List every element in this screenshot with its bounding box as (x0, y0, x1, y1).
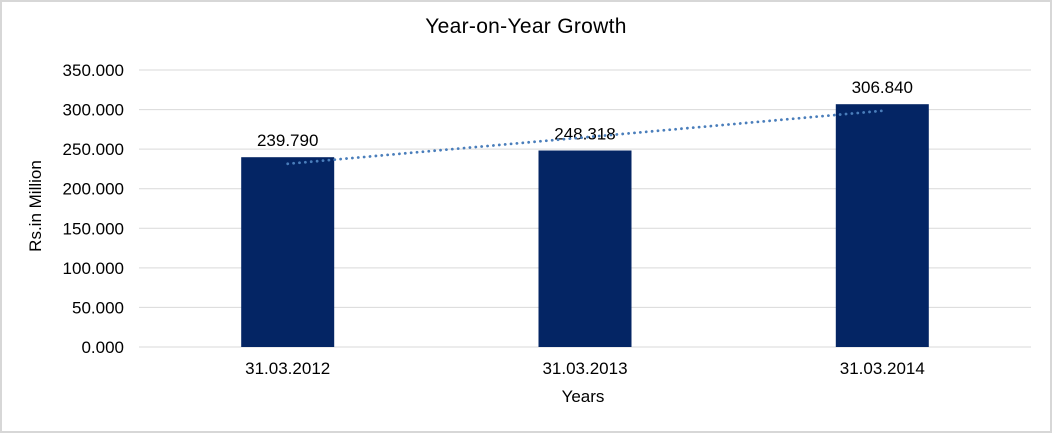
y-tick-label: 150.000 (63, 219, 124, 238)
bar-31.03.2013[interactable] (538, 150, 632, 348)
bar-value-label: 239.790 (257, 131, 318, 150)
x-tick-label: 31.03.2013 (542, 359, 627, 378)
x-tick-label: 31.03.2012 (245, 359, 330, 378)
bar-31.03.2014[interactable] (835, 104, 929, 347)
bar-31.03.2012[interactable] (241, 157, 335, 347)
x-tick-label: 31.03.2014 (840, 359, 925, 378)
bar-value-label: 248.318 (554, 125, 615, 144)
trendline (286, 109, 884, 166)
y-tick-label: 350.000 (63, 61, 124, 80)
y-tick-label: 250.000 (63, 140, 124, 159)
x-axis-title: Years (561, 387, 605, 406)
y-tick-label: 200.000 (63, 180, 124, 199)
bar-value-label: 306.840 (852, 78, 913, 97)
y-tick-label: 100.000 (63, 259, 124, 278)
y-tick-label: 0.000 (81, 338, 124, 357)
y-tick-label: 50.000 (72, 298, 124, 317)
chart-title: Year-on-Year Growth (425, 15, 627, 38)
y-tick-label: 300.000 (63, 101, 124, 120)
